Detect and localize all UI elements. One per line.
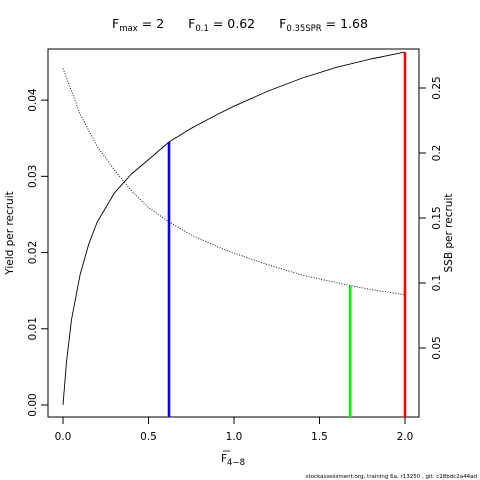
- title-fmax-label: F: [112, 16, 119, 31]
- x-tick-label: 0.0: [55, 431, 72, 443]
- y-left-tick-label: 0.04: [27, 88, 39, 112]
- y-right-tick-label: 0.1: [431, 275, 443, 292]
- plot-frame: [47, 48, 420, 418]
- title-fspr-value: = 1.68: [322, 16, 368, 31]
- title-fspr-label: F: [279, 16, 286, 31]
- title-fmax-value: = 2: [138, 16, 164, 31]
- y-axis-left-title: Yield per recruit: [4, 191, 16, 275]
- ssb-per-recruit-line: [62, 68, 406, 296]
- y-right-tick-label: 0.2: [431, 145, 443, 162]
- title-f01-value: = 0.62: [209, 16, 255, 31]
- y-right-tick-label: 0.15: [431, 206, 443, 229]
- title-f01-label: F: [188, 16, 195, 31]
- y-axis-right-title: SSB per recruit: [443, 194, 455, 273]
- x-tick-label: 1.5: [311, 431, 328, 443]
- title-f01-sub: 0.1: [195, 24, 209, 34]
- y-left-tick-label: 0.01: [27, 317, 39, 340]
- x-tick-label: 0.5: [140, 431, 157, 443]
- footer-credit: stockassessment.org, training 6a, r13250…: [306, 474, 477, 480]
- x-tick-label: 2.0: [397, 431, 414, 443]
- y-left-tick-label: 0.00: [27, 393, 39, 416]
- series-layer: [62, 51, 406, 406]
- title-fmax-sub: max: [119, 24, 138, 34]
- y-left-tick-label: 0.03: [27, 165, 39, 188]
- reference-lines: [167, 52, 407, 417]
- y-right-tick-label: 0.25: [431, 76, 443, 99]
- y-axis-right: 0.05 0.1 0.15 0.2 0.25: [418, 76, 443, 360]
- chart-title: Fmax = 2 F0.1 = 0.62 F0.35SPR = 1.68: [112, 16, 368, 34]
- x-axis-title-sub: 4−8: [227, 458, 245, 468]
- x-axis-title: F4−8: [221, 453, 245, 468]
- yield-per-recruit-line: [62, 51, 406, 406]
- y-right-tick-label: 0.05: [431, 336, 443, 359]
- x-axis: 0.0 0.5 1.0 1.5 2.0: [55, 416, 414, 443]
- x-axis-title-main: F: [221, 453, 227, 465]
- x-tick-label: 1.0: [226, 431, 243, 443]
- y-axis-left: 0.00 0.01 0.02 0.03 0.04: [27, 88, 49, 417]
- title-fspr-sub: 0.35SPR: [286, 24, 321, 34]
- y-left-tick-label: 0.02: [27, 241, 39, 264]
